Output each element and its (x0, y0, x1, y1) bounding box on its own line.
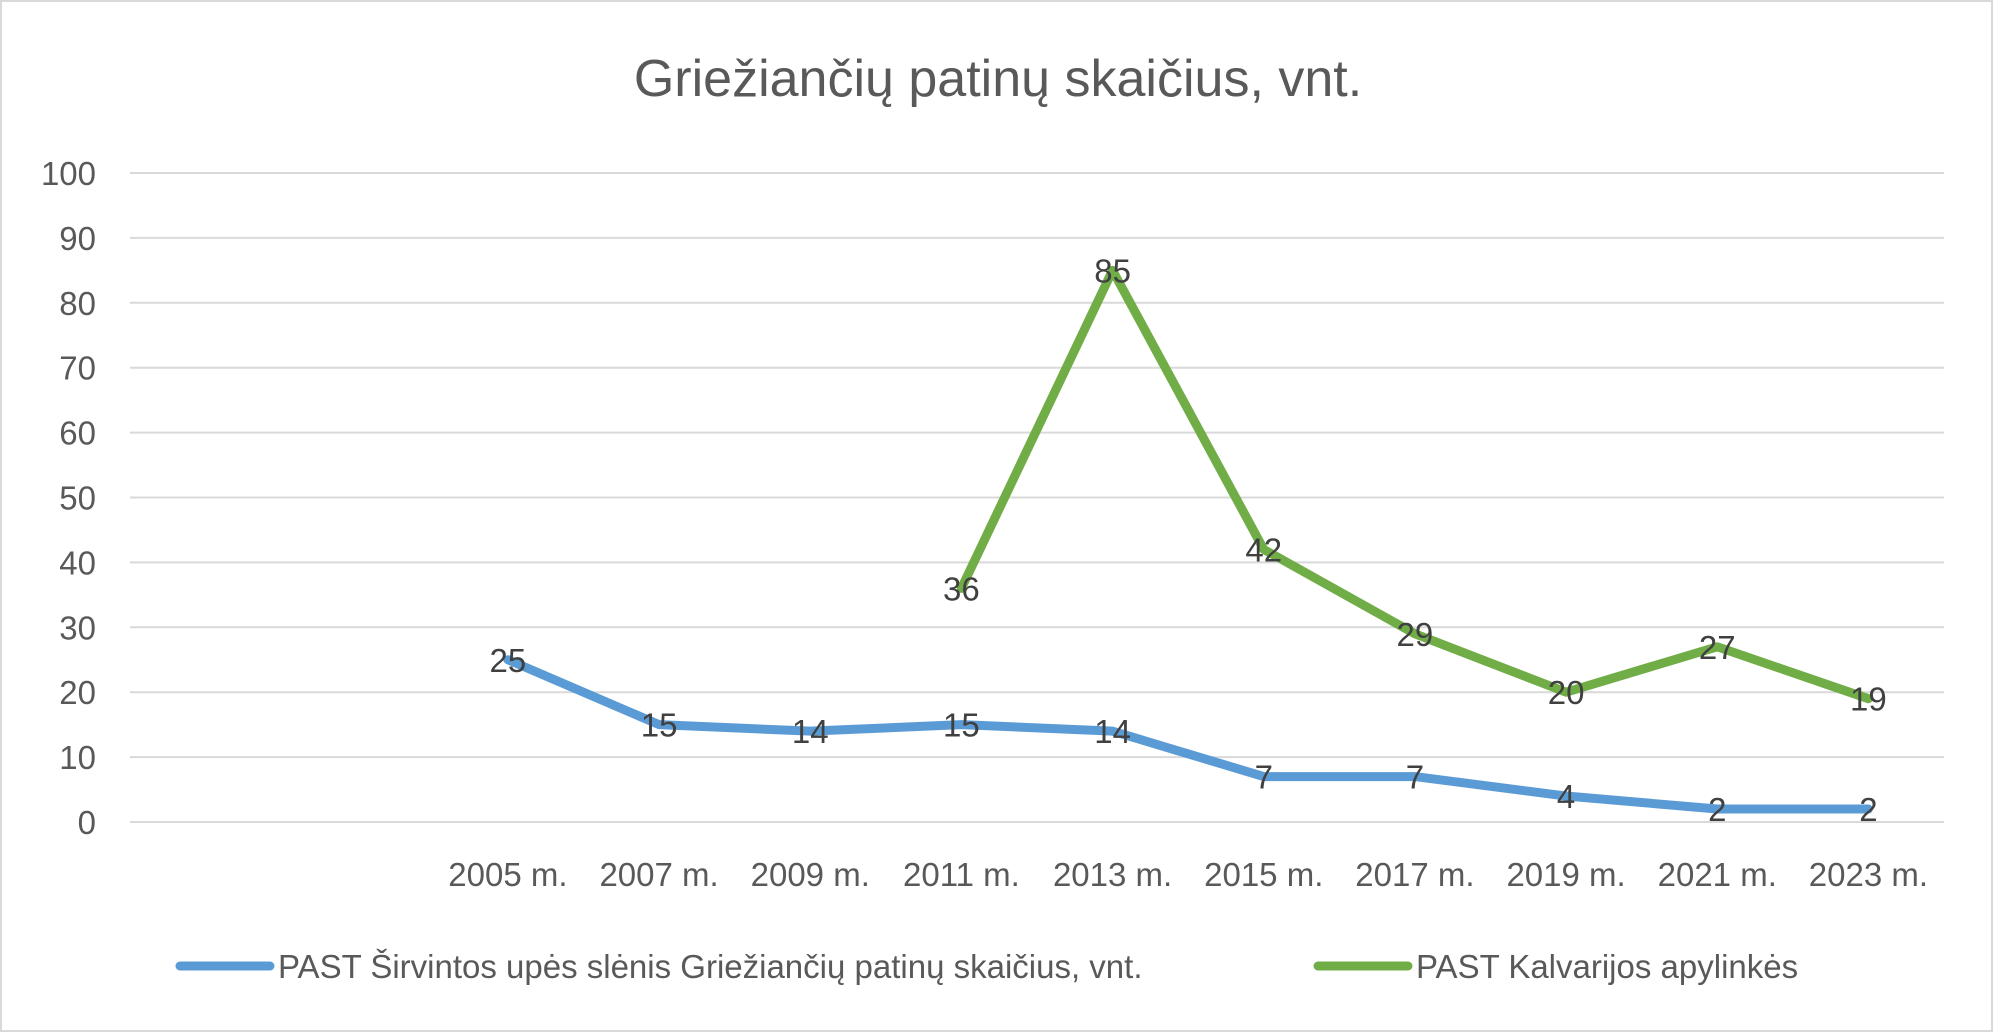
data-label: 42 (1245, 531, 1282, 568)
series-lines (503, 265, 1873, 814)
data-label: 19 (1850, 681, 1887, 718)
data-label: 2 (1708, 791, 1726, 828)
data-label: 4 (1557, 778, 1575, 815)
y-tick-label: 90 (59, 220, 96, 257)
x-tick-label: 2009 m. (751, 856, 870, 893)
y-tick-label: 100 (41, 155, 96, 192)
y-tick-label: 50 (59, 480, 96, 517)
y-tick-label: 10 (59, 739, 96, 776)
legend: PAST Širvintos upės slėnis Griežiančių p… (175, 948, 1798, 985)
legend-entry: PAST Širvintos upės slėnis Griežiančių p… (175, 948, 1143, 985)
data-label: 14 (792, 713, 829, 750)
data-label: 7 (1406, 759, 1424, 796)
x-tick-label: 2011 m. (903, 856, 1020, 893)
series-line-0 (503, 655, 1873, 814)
x-tick-label: 2019 m. (1506, 856, 1625, 893)
x-tick-label: 2021 m. (1658, 856, 1777, 893)
legend-entry: PAST Kalvarijos apylinkės (1313, 948, 1798, 985)
data-label: 85 (1094, 252, 1131, 289)
y-tick-label: 80 (59, 285, 96, 322)
data-label: 36 (943, 570, 980, 607)
y-tick-label: 0 (78, 804, 96, 841)
data-label: 15 (943, 707, 980, 744)
data-label: 15 (641, 707, 678, 744)
data-label: 25 (490, 642, 527, 679)
legend-label: PAST Kalvarijos apylinkės (1416, 948, 1798, 985)
data-label: 27 (1699, 629, 1736, 666)
x-tick-label: 2015 m. (1204, 856, 1323, 893)
gridlines (130, 172, 1944, 823)
x-tick-label: 2005 m. (448, 856, 567, 893)
y-tick-label: 40 (59, 544, 96, 581)
x-tick-label: 2007 m. (599, 856, 718, 893)
y-tick-label: 30 (59, 609, 96, 646)
y-tick-label: 20 (59, 674, 96, 711)
x-axis: 2005 m. 2007 m. 2009 m. 2011 m. 2013 m. 2015 … (448, 856, 1928, 893)
y-tick-label: 70 (59, 350, 96, 387)
series-line-1 (956, 265, 1873, 704)
data-label: 29 (1397, 616, 1434, 653)
chart-title: Griežiančių patinų skaičius, vnt. (634, 50, 1362, 108)
y-axis: 0 10 20 30 40 50 60 70 80 90 100 (41, 155, 96, 841)
x-tick-label: 2017 m. (1355, 856, 1474, 893)
data-label: 20 (1548, 674, 1585, 711)
y-tick-label: 60 (59, 415, 96, 452)
data-label: 7 (1255, 759, 1273, 796)
x-tick-label: 2013 m. (1053, 856, 1172, 893)
legend-label: PAST Širvintos upės slėnis Griežiančių p… (278, 948, 1143, 985)
data-label: 2 (1859, 791, 1877, 828)
x-tick-label: 2023 m. (1809, 856, 1928, 893)
data-label: 14 (1094, 713, 1131, 750)
